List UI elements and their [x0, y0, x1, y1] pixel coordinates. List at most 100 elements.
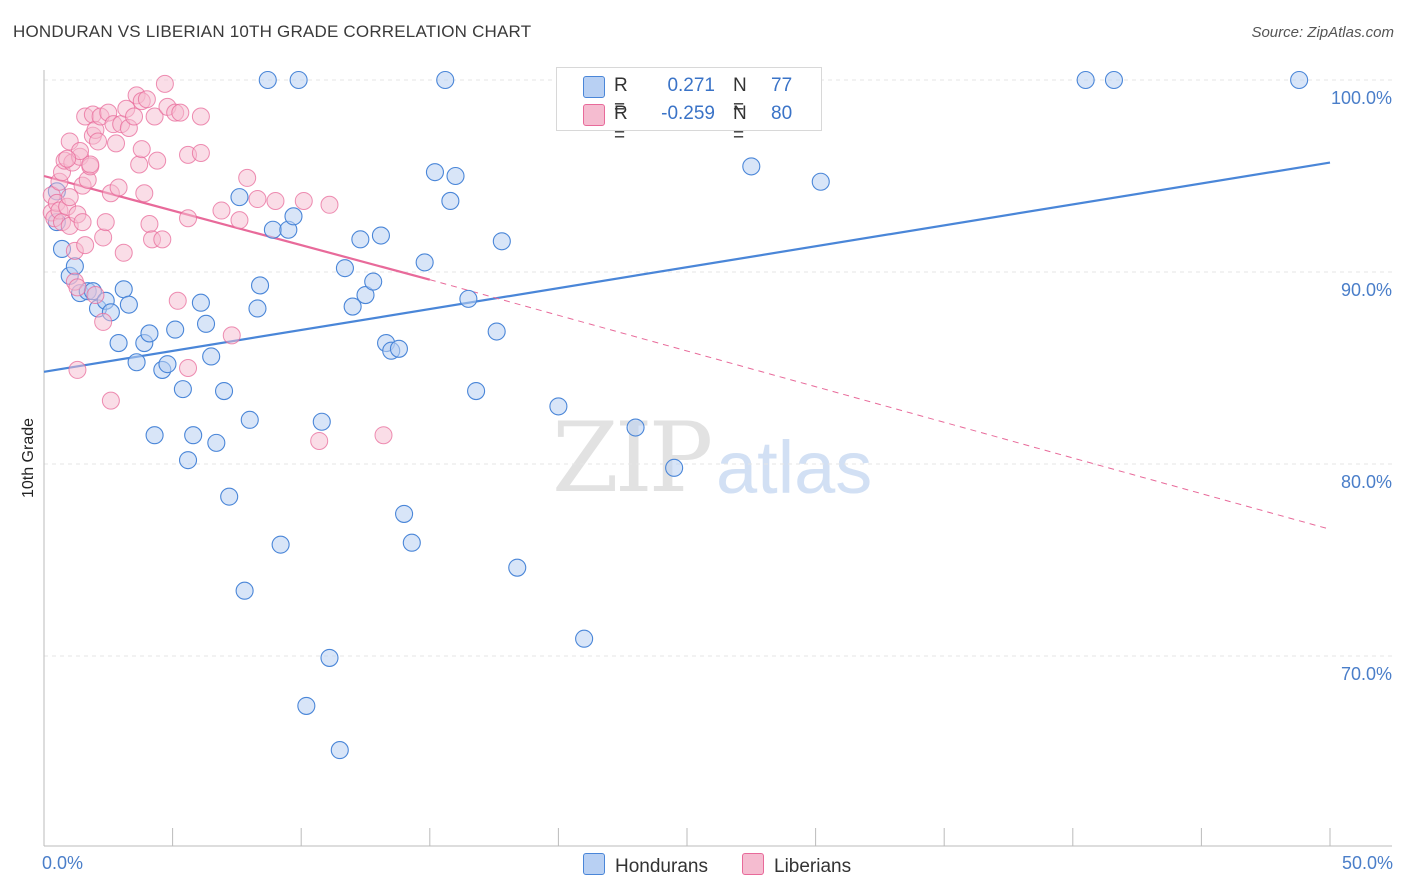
- liberian-point: [238, 168, 257, 187]
- honduran-point: [284, 207, 303, 226]
- honduran-point: [811, 172, 830, 191]
- liberian-point: [155, 74, 174, 93]
- correlation-legend: R = 0.271 N = 77 R = -0.259 N = 80: [556, 67, 822, 146]
- honduran-point: [492, 232, 511, 251]
- honduran-point: [158, 355, 177, 374]
- grid-lines: [44, 79, 1392, 657]
- liberian-point: [191, 107, 210, 126]
- honduran-point: [364, 272, 383, 291]
- legend-r-value: 0.271: [667, 75, 715, 96]
- honduran-point: [415, 253, 434, 272]
- y-tick-label: 80.0%: [1341, 472, 1392, 492]
- liberian-point: [89, 132, 108, 151]
- honduran-point: [191, 293, 210, 312]
- x-tick-label: 50.0%: [1342, 853, 1393, 873]
- honduran-point: [1104, 70, 1124, 90]
- liberian-point: [230, 211, 249, 230]
- honduran-point: [145, 426, 164, 445]
- honduran-point: [425, 163, 444, 182]
- liberian-point: [94, 228, 113, 247]
- liberian-point: [109, 178, 128, 197]
- honduran-point: [487, 322, 506, 341]
- honduran-point: [508, 558, 527, 577]
- honduran-point: [742, 157, 761, 176]
- honduran-point: [459, 289, 478, 308]
- liberian-point: [374, 426, 393, 445]
- honduran-point: [230, 188, 249, 207]
- honduran-point: [65, 257, 84, 276]
- y-tick-label: 90.0%: [1341, 280, 1392, 300]
- liberian-point: [68, 360, 87, 379]
- x-tick-label: 0.0%: [42, 853, 83, 873]
- honduran-point: [250, 276, 270, 295]
- honduran-point: [436, 70, 455, 90]
- liberian-point: [114, 243, 133, 262]
- honduran-point: [140, 324, 159, 343]
- honduran-point: [320, 648, 339, 667]
- liberian-point: [132, 140, 151, 159]
- honduran-point: [575, 629, 594, 648]
- liberian-point: [76, 236, 95, 255]
- honduran-point: [626, 418, 645, 437]
- honduran-point: [389, 339, 408, 358]
- honduran-point: [214, 381, 234, 401]
- legend-r-label: R =: [614, 75, 628, 118]
- honduran-point: [330, 741, 349, 760]
- honduran-point: [665, 458, 684, 477]
- honduran-point: [178, 451, 198, 470]
- liberian-point: [179, 359, 198, 377]
- liberian-point: [148, 151, 167, 170]
- honduran-point: [220, 487, 239, 506]
- honduran-point: [467, 381, 486, 401]
- liberian-point: [73, 213, 92, 232]
- liberian-point: [153, 230, 172, 249]
- liberian-point: [145, 107, 164, 126]
- liberian-point: [212, 201, 231, 220]
- honduran-point: [351, 230, 370, 249]
- liberian-point: [60, 188, 79, 207]
- honduran-point: [1076, 70, 1095, 90]
- liberian-point: [96, 213, 115, 232]
- liberian-point: [68, 278, 87, 297]
- honduran-point: [207, 433, 226, 452]
- liberian-point: [222, 326, 241, 345]
- honduran-point: [335, 259, 354, 278]
- liberian-point: [86, 286, 105, 305]
- honduran-point: [184, 426, 203, 445]
- y-tick-labels: 100.0% 90.0% 80.0% 70.0%: [1331, 88, 1392, 684]
- honduran-point: [343, 297, 362, 316]
- legend-n-label: N =: [733, 103, 747, 146]
- honduran-point: [166, 320, 185, 339]
- honduran-point: [240, 410, 259, 429]
- y-tick-label: 100.0%: [1331, 88, 1392, 108]
- honduran-point: [446, 166, 465, 186]
- liberian-point: [191, 143, 210, 162]
- liberian-point: [125, 107, 144, 126]
- honduran-point: [248, 299, 267, 318]
- y-tick-label: 70.0%: [1341, 664, 1392, 684]
- honduran-point: [196, 314, 216, 333]
- liberian-point: [94, 312, 113, 331]
- liberian-point: [179, 209, 198, 228]
- x-tick-labels: 0.0% 50.0%: [42, 853, 1393, 873]
- legend-swatch-pink: [583, 104, 605, 126]
- liberian-point: [81, 155, 100, 174]
- watermark-atlas: atlas: [716, 426, 873, 509]
- liberian-point: [168, 291, 187, 310]
- liberian-point: [310, 431, 329, 450]
- liberian-point: [135, 184, 154, 203]
- legend-n-value: 77: [771, 75, 793, 96]
- chart-title: HONDURAN VS LIBERIAN 10TH GRADE CORRELAT…: [13, 22, 532, 41]
- liberian-point: [248, 190, 267, 209]
- honduran-point: [549, 397, 568, 416]
- liberians-points: [42, 74, 393, 450]
- liberian-point: [58, 149, 77, 168]
- liberian-point: [140, 215, 159, 233]
- honduran-point: [119, 295, 138, 314]
- honduran-point: [395, 504, 414, 523]
- honduran-point: [109, 333, 128, 353]
- honduran-point: [297, 696, 316, 715]
- honduran-point: [127, 353, 146, 372]
- honduran-point: [235, 581, 254, 600]
- honduran-point: [114, 280, 133, 299]
